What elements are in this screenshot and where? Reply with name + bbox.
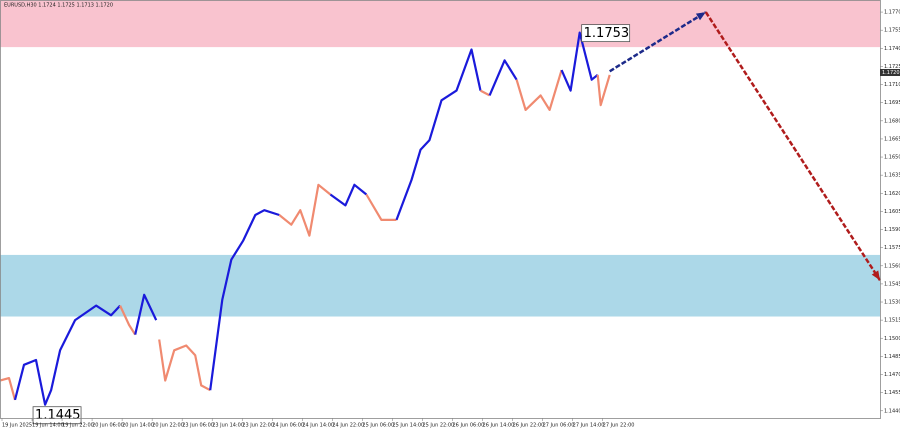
y-tick-label: 1.1605 [884, 209, 900, 215]
x-tick-label: 24 Jun 14:00 [302, 423, 334, 429]
forecast-arrow [609, 11, 707, 73]
x-tick-label: 25 Jun 06:00 [362, 423, 394, 429]
y-tick-label: 1.1470 [884, 372, 900, 378]
x-tick-label: 26 Jun 22:00 [513, 423, 545, 429]
axes: 1.1440 1.1455 1.1470 1.1485 1.1500 1.1515 1.15… [1, 10, 900, 429]
y-tick-label: 1.1695 [884, 100, 900, 106]
price-line [488, 59, 518, 96]
y-tick-label: 1.1515 [884, 318, 900, 324]
price-line [13, 304, 121, 406]
x-tick-label: 26 Jun 06:00 [453, 423, 485, 429]
y-tick-label: 1.1635 [884, 173, 900, 179]
arrow-head [871, 270, 880, 281]
x-tick-label: 27 Jun 06:00 [543, 423, 575, 429]
zone [0, 254, 880, 317]
y-tick-label: 1.1680 [884, 118, 900, 124]
x-tick-label: 20 Jun 22:00 [152, 423, 184, 429]
price-line [209, 209, 280, 391]
x-tick-label: 19 Jun 2025 [2, 423, 32, 429]
y-tick-label: 1.1500 [884, 336, 900, 342]
price-line [158, 339, 211, 392]
price-line [479, 89, 491, 97]
forecast-arrow [704, 11, 882, 281]
last-price-box [880, 68, 900, 76]
x-tick-label: 24 Jun 22:00 [332, 423, 364, 429]
x-tick-label: 23 Jun 06:00 [182, 423, 214, 429]
chart-title: EURUSD,H30 1.1724 1.1725 1.1713 1.1720 [4, 3, 113, 9]
last-price-label: 1.1720 [882, 70, 900, 76]
x-tick-label: 24 Jun 06:00 [272, 423, 304, 429]
arrow-head [695, 12, 706, 21]
y-tick-label: 1.1620 [884, 191, 900, 197]
x-tick-label: 25 Jun 14:00 [392, 423, 424, 429]
annotation: 1.1445 [35, 408, 81, 423]
y-tick-label: 1.1740 [884, 46, 900, 52]
annotation-box [581, 24, 631, 43]
price-line [395, 48, 482, 221]
y-tick-label: 1.1545 [884, 281, 900, 287]
annotation-box [32, 406, 82, 425]
y-tick-label: 1.1455 [884, 390, 900, 396]
y-tick-label: 1.1710 [884, 82, 900, 88]
y-tick-label: 1.1575 [884, 245, 900, 251]
price-line [515, 69, 563, 111]
x-tick-label: 20 Jun 14:00 [122, 423, 154, 429]
y-tick-label: 1.1725 [884, 64, 900, 70]
y-tick-label: 1.1485 [884, 354, 900, 360]
x-tick-label: 20 Jun 06:00 [92, 423, 124, 429]
y-tick-label: 1.1530 [884, 300, 900, 306]
price-line [0, 377, 17, 401]
price-line [560, 31, 599, 92]
plot: 1.1753 1.1445 [0, 11, 882, 425]
y-tick-label: 1.1440 [884, 408, 900, 414]
x-tick-label: 27 Jun 22:00 [603, 423, 635, 429]
x-tick-label: 19 Jun 14:00 [32, 423, 64, 429]
x-tick-label: 26 Jun 14:00 [483, 423, 515, 429]
price-line [329, 183, 368, 207]
plot-border [0, 0, 881, 419]
price-line [365, 193, 397, 221]
y-tick-label: 1.1560 [884, 263, 900, 269]
price-line [134, 293, 158, 335]
zone [0, 0, 880, 48]
y-tick-label: 1.1590 [884, 227, 900, 233]
annotation: 1.1753 [584, 26, 630, 41]
price-line [278, 183, 332, 237]
x-tick-label: 23 Jun 22:00 [242, 423, 274, 429]
x-tick-label: 25 Jun 22:00 [422, 423, 454, 429]
x-tick-label: 19 Jun 22:00 [62, 423, 94, 429]
price-line [596, 74, 611, 107]
x-tick-label: 23 Jun 14:00 [212, 423, 244, 429]
x-tick-label: 27 Jun 14:00 [573, 423, 605, 429]
price-line [119, 305, 137, 336]
y-tick-label: 1.1755 [884, 28, 900, 34]
y-tick-label: 1.1665 [884, 136, 900, 142]
y-tick-label: 1.1770 [884, 10, 900, 16]
zones [0, 0, 880, 317]
y-tick-label: 1.1650 [884, 155, 900, 161]
